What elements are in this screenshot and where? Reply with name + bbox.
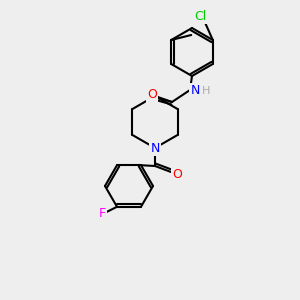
Text: O: O [172,167,182,181]
Text: N: N [190,85,200,98]
Text: N: N [150,142,160,154]
Text: O: O [147,88,157,101]
Text: Cl: Cl [195,10,207,22]
Text: H: H [202,86,210,96]
Text: F: F [98,207,106,220]
